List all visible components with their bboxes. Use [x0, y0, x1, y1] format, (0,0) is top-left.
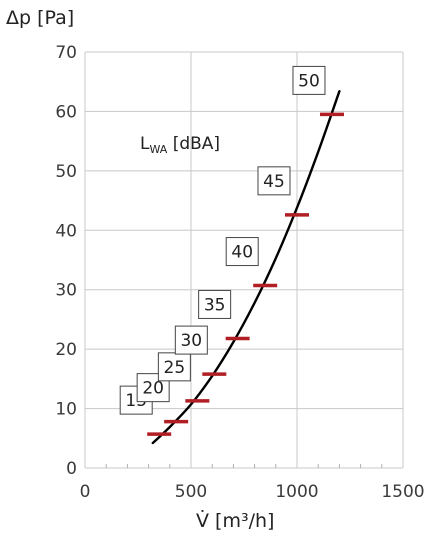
sound-level-box	[225, 237, 259, 267]
sound-level-marker-45: 45	[257, 166, 309, 217]
sound-level-label: 35	[204, 295, 226, 315]
sound-level-box	[292, 65, 326, 95]
sound-level-marker-50: 50	[292, 65, 344, 117]
curve-layer	[151, 90, 341, 445]
sound-level-box	[257, 166, 291, 196]
sound-level-label: 20	[142, 379, 164, 399]
y-axis-title: Δp [Pa]	[6, 7, 74, 29]
sound-level-label: 25	[164, 358, 186, 378]
sound-level-marker-25: 25	[157, 352, 210, 403]
sound-level-marker-30: 30	[174, 325, 227, 376]
y-tick-label-6: 60	[55, 102, 77, 122]
annotation-unit: [dBA]	[167, 134, 220, 154]
y-tick-label-5: 50	[55, 162, 77, 182]
y-tick-label-2: 20	[55, 340, 77, 360]
annotation-symbol: L	[140, 134, 150, 154]
y-tick-label-0: 0	[66, 459, 77, 479]
x-tick-label-2: 1000	[275, 482, 318, 502]
x-tick-label-0: 0	[80, 482, 91, 502]
annotation-subscript: WA	[149, 143, 167, 156]
sound-level-box	[198, 289, 232, 319]
sound-level-marker-40: 40	[225, 237, 278, 288]
sound-level-marker-20: 20	[136, 373, 189, 424]
sound-level-label: 50	[298, 71, 320, 91]
y-tick-labels: 0 10 20 30 40 50 60 70	[55, 43, 77, 479]
y-tick-label-7: 70	[55, 43, 77, 63]
sound-level-box	[174, 325, 208, 355]
sound-level-marker-35: 35	[198, 289, 250, 341]
x-axis-title: V̇ [m³/h]	[196, 510, 274, 532]
x-tick-labels: 0 500 1000 1500	[80, 482, 425, 502]
sound-level-annotation: LWA [dBA]	[140, 134, 220, 156]
minor-ticks	[105, 464, 383, 468]
sound-level-label: 40	[231, 243, 253, 263]
y-tick-label-3: 30	[55, 281, 77, 301]
x-tick-label-3: 1500	[381, 482, 424, 502]
sound-level-box	[157, 352, 191, 382]
pressure-curve	[151, 90, 341, 445]
sound-level-label: 45	[263, 172, 285, 192]
sound-level-label: 30	[180, 331, 202, 351]
x-tick-label-1: 500	[175, 482, 207, 502]
y-tick-label-4: 40	[55, 221, 77, 241]
y-tick-label-1: 10	[55, 400, 77, 420]
